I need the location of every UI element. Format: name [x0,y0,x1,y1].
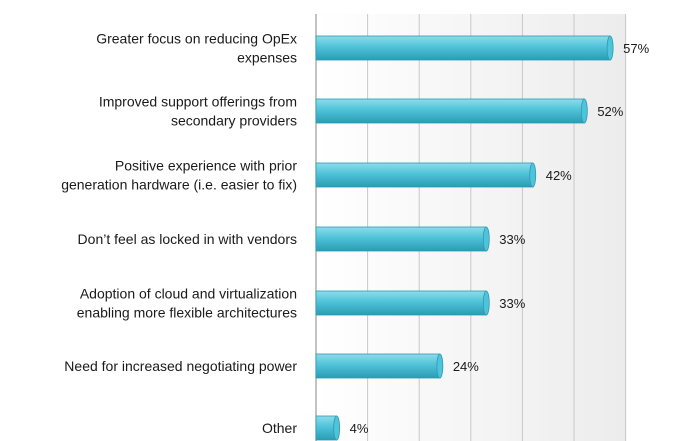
bar-end-cap [482,290,490,316]
data-label: 4% [350,421,369,436]
data-label: 57% [623,41,649,56]
bar-end-cap [606,35,614,61]
category-label: Other [262,420,297,436]
category-label: Need for increased negotiating power [64,358,297,374]
category-label: Improved support offerings from secondary… [99,94,297,129]
category-label: Adoption of cloud and virtualization enab… [77,286,297,321]
bar [315,226,487,252]
category-label: Positive experience with prior generation… [61,158,297,193]
data-label: 33% [499,296,525,311]
category-label: Greater focus on reducing OpEx expenses [96,31,297,66]
bar-end-cap [436,353,444,379]
bar [315,290,487,316]
bar [315,98,585,124]
data-label: 42% [546,168,572,183]
category-label: Don’t feel as locked in with vendors [78,231,297,247]
bar-end-cap [580,98,588,124]
bar [315,35,611,61]
bar [315,353,441,379]
bar-end-cap [333,415,341,441]
data-label: 33% [499,232,525,247]
data-label: 52% [597,104,623,119]
data-label: 24% [453,359,479,374]
bar [315,162,534,188]
bar-end-cap [529,162,537,188]
bar-end-cap [482,226,490,252]
